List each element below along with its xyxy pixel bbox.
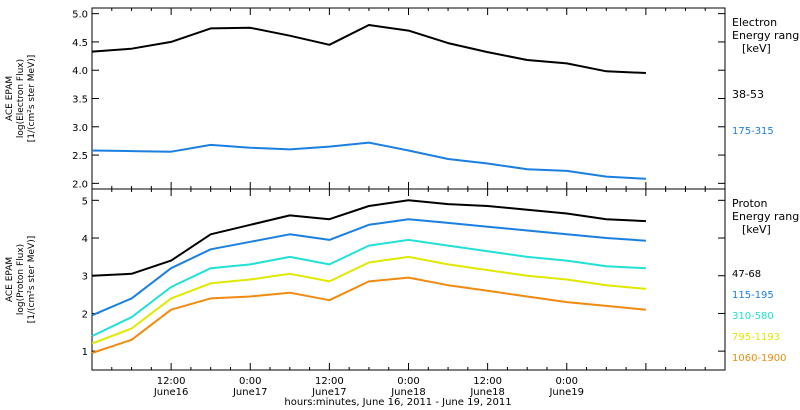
x-tick-day-label: June16 bbox=[153, 387, 189, 398]
y-axis-label: [1/(cm²s ster MeV)] bbox=[27, 236, 37, 323]
legend-entry: 1060-1900 bbox=[732, 353, 787, 364]
series-line bbox=[91, 141, 646, 180]
y-axis-label: [1/(cm²s ster MeV)] bbox=[27, 55, 37, 142]
y-tick-label: 5 bbox=[82, 196, 88, 207]
x-tick-label: 0:00 bbox=[239, 376, 261, 387]
x-tick-day-label: June17 bbox=[311, 387, 347, 398]
x-tick-day-label: June17 bbox=[232, 387, 268, 398]
legend-title: [keV] bbox=[742, 223, 771, 236]
series-line bbox=[91, 218, 646, 317]
y-tick-label: 4 bbox=[82, 234, 88, 245]
legend-title: Proton bbox=[732, 197, 767, 210]
y-tick-label: 3.0 bbox=[72, 123, 88, 134]
y-tick-label: 2 bbox=[82, 309, 88, 320]
plot-frame bbox=[91, 7, 726, 190]
series-line bbox=[91, 255, 646, 345]
legend-title: Energy ranges bbox=[732, 29, 800, 42]
legend-title: [keV] bbox=[742, 42, 771, 55]
series-line bbox=[91, 238, 646, 338]
y-tick-label: 4.0 bbox=[72, 66, 88, 77]
legend-title: Electron bbox=[732, 16, 777, 29]
x-axis-title: hours:minutes, June 16, 2011 - June 19, … bbox=[284, 397, 511, 408]
x-tick-label: 0:00 bbox=[556, 376, 578, 387]
series-line bbox=[91, 199, 646, 277]
x-tick-label: 12:00 bbox=[473, 376, 502, 387]
y-axis-label: ACE EPAM bbox=[5, 76, 15, 121]
legend-entry: 47-68 bbox=[732, 269, 761, 280]
y-tick-label: 3 bbox=[82, 272, 88, 283]
series-line bbox=[91, 276, 646, 354]
y-tick-label: 5.0 bbox=[72, 10, 88, 21]
y-tick-label: 3.5 bbox=[72, 95, 88, 106]
y-tick-label: 1 bbox=[82, 347, 88, 358]
legend-entry: 115-195 bbox=[732, 290, 774, 301]
y-axis-label: log(Proton Flux) bbox=[16, 244, 26, 315]
legend-entry: 38-53 bbox=[732, 88, 764, 101]
series-line bbox=[91, 24, 646, 74]
y-axis-label: log(Electron Flux) bbox=[16, 59, 26, 138]
legend-entry: 310-580 bbox=[732, 311, 774, 322]
x-tick-label: 12:00 bbox=[315, 376, 344, 387]
x-tick-label: 0:00 bbox=[397, 376, 419, 387]
x-tick-day-label: June18 bbox=[390, 387, 426, 398]
y-tick-label: 4.5 bbox=[72, 38, 88, 49]
legend-entry: 175-315 bbox=[732, 126, 774, 137]
x-tick-day-label: June19 bbox=[548, 387, 584, 398]
y-axis-label: ACE EPAM bbox=[5, 257, 15, 302]
y-tick-label: 2.5 bbox=[72, 151, 88, 162]
y-tick-label: 2.0 bbox=[72, 179, 88, 190]
x-tick-label: 12:00 bbox=[157, 376, 186, 387]
x-tick-day-label: June18 bbox=[469, 387, 505, 398]
legend-entry: 795-1193 bbox=[732, 332, 780, 343]
legend-title: Energy ranges bbox=[732, 210, 800, 223]
